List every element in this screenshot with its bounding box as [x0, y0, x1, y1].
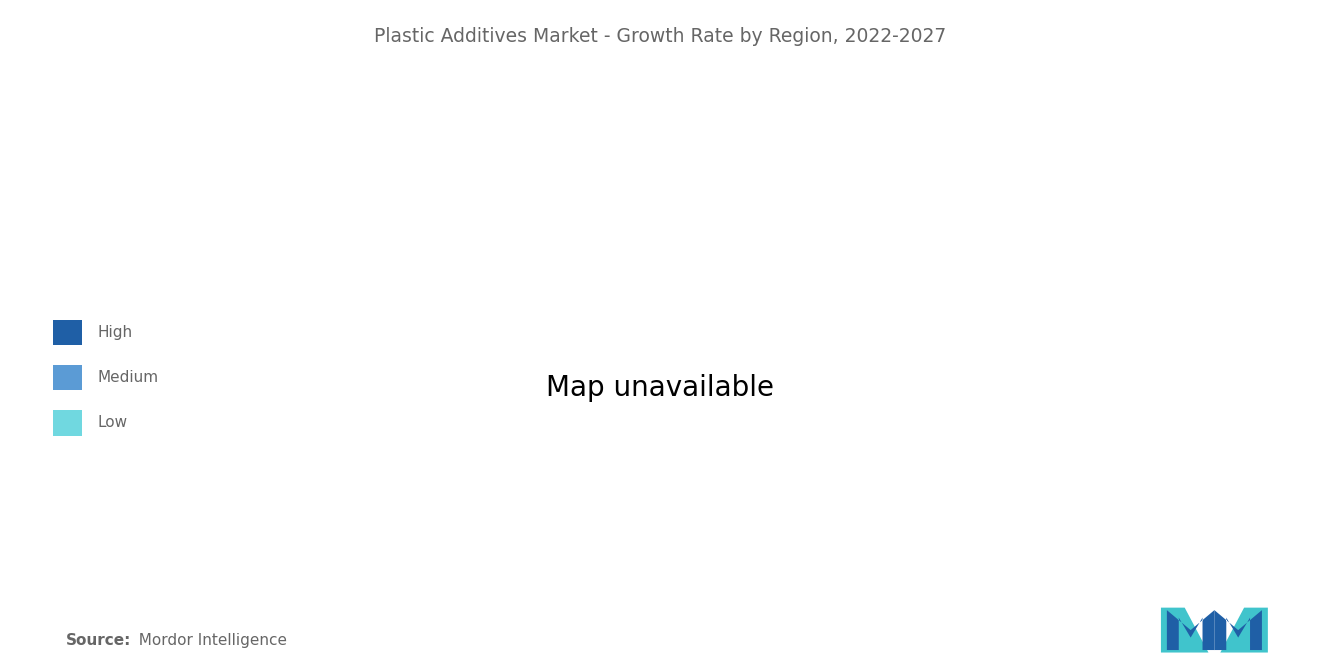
Text: High: High [98, 325, 133, 340]
Text: Map unavailable: Map unavailable [546, 374, 774, 402]
Text: Source:: Source: [66, 633, 132, 648]
Polygon shape [1167, 610, 1214, 650]
Text: Plastic Additives Market - Growth Rate by Region, 2022-2027: Plastic Additives Market - Growth Rate b… [374, 27, 946, 46]
Polygon shape [1220, 608, 1267, 652]
Text: Medium: Medium [98, 370, 158, 385]
Text: Low: Low [98, 416, 128, 430]
Polygon shape [1162, 608, 1209, 652]
Text: Mordor Intelligence: Mordor Intelligence [129, 633, 288, 648]
Polygon shape [1214, 610, 1262, 650]
